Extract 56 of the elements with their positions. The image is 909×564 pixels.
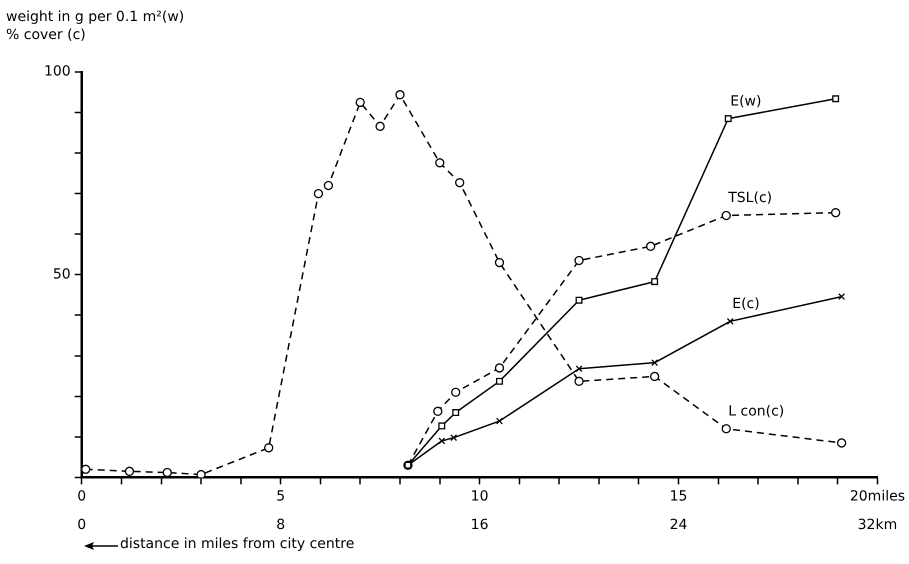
point xyxy=(650,372,660,382)
point xyxy=(832,95,840,102)
x-tick-label: 15 xyxy=(670,488,688,504)
point xyxy=(724,115,732,122)
point xyxy=(433,406,442,416)
point xyxy=(438,422,446,430)
point xyxy=(722,210,731,220)
point xyxy=(314,188,324,198)
point xyxy=(651,278,658,286)
point xyxy=(452,409,460,416)
series-label: L con(c) xyxy=(728,403,784,420)
point xyxy=(162,468,172,478)
x2-tick-label: 16 xyxy=(470,517,489,534)
x-tick-label: 5 xyxy=(276,488,286,504)
point xyxy=(196,470,206,478)
point xyxy=(395,90,405,100)
y-tick-label: 100 xyxy=(44,64,71,80)
point xyxy=(574,256,584,266)
x-tick-label: 10 xyxy=(470,488,488,504)
x2-tick-label: 24 xyxy=(670,517,688,534)
point xyxy=(836,438,846,448)
y-axis-title: weight in g per 0.1 m²(w) % cover (c) xyxy=(6,8,184,44)
point xyxy=(496,418,503,425)
point xyxy=(494,258,504,268)
point xyxy=(726,318,734,325)
point xyxy=(831,208,840,218)
point xyxy=(435,158,444,168)
x2-tick-label: 8 xyxy=(276,517,286,534)
point xyxy=(646,242,656,251)
point xyxy=(455,178,464,188)
series-label: E(w) xyxy=(730,93,762,110)
point xyxy=(450,434,458,442)
point xyxy=(82,464,90,474)
x2-tick-label: 32km xyxy=(858,517,898,534)
point xyxy=(438,437,446,444)
x-axis-title: distance in miles from city centre xyxy=(120,536,354,552)
point xyxy=(651,359,658,366)
point xyxy=(494,363,504,373)
point xyxy=(124,466,134,476)
point xyxy=(722,424,731,434)
x-tick-label: 0 xyxy=(77,488,86,504)
point xyxy=(264,443,274,452)
point xyxy=(576,296,583,304)
point xyxy=(375,122,385,131)
point xyxy=(838,293,846,300)
series-label: E(c) xyxy=(732,296,760,312)
series-label: TSL(c) xyxy=(727,190,772,206)
point xyxy=(574,376,584,386)
x2-tick-label: 0 xyxy=(77,517,86,534)
point xyxy=(576,365,583,372)
x-tick-label: 20miles xyxy=(850,488,905,504)
point xyxy=(356,98,365,108)
y-tick-label: 50 xyxy=(52,266,71,282)
point xyxy=(451,388,460,397)
point xyxy=(324,180,334,190)
point xyxy=(496,378,503,385)
